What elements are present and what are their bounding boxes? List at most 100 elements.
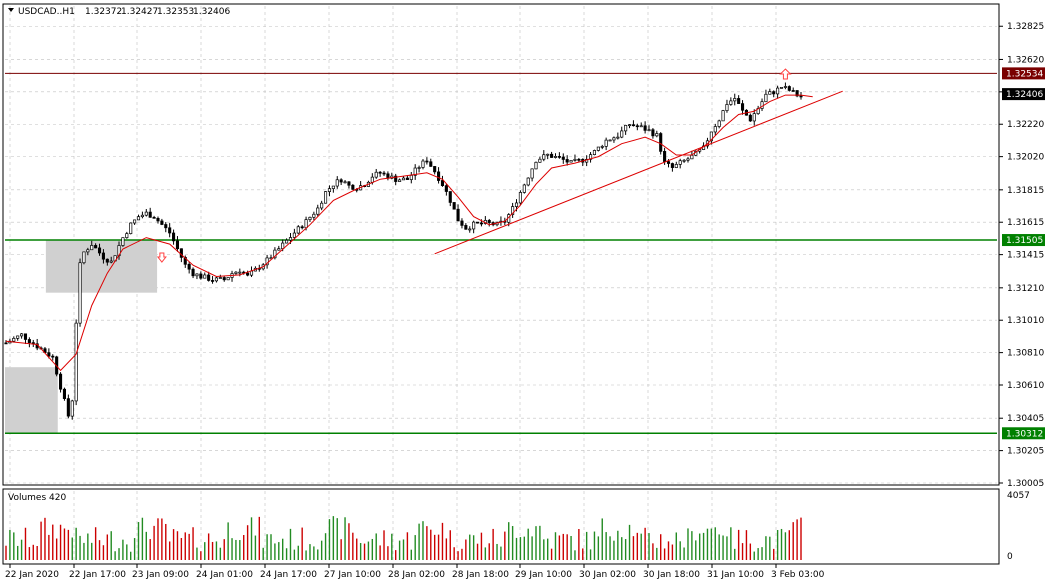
candle-body xyxy=(405,177,409,180)
y-tick-label: 1.32220 xyxy=(1007,120,1044,130)
x-tick-label: 24 Jan 17:00 xyxy=(260,570,317,580)
candle-body xyxy=(327,188,332,192)
candle-body xyxy=(413,167,417,176)
candle-body xyxy=(175,240,180,250)
candle-body xyxy=(90,245,94,251)
candle-body xyxy=(172,232,176,242)
candle-body xyxy=(343,181,347,184)
candle-body xyxy=(421,160,425,168)
candle-body xyxy=(659,133,663,152)
candle-body xyxy=(86,249,90,253)
candle-body xyxy=(156,217,160,222)
candle-body xyxy=(288,237,293,241)
candle-body xyxy=(265,257,269,266)
candle-body xyxy=(105,258,109,263)
candle-body xyxy=(277,248,281,251)
candle-body xyxy=(62,388,67,399)
candle-body xyxy=(144,211,148,216)
candle-body xyxy=(203,274,207,279)
low-value: 1.32353 xyxy=(157,7,194,17)
candle-body xyxy=(678,160,682,165)
candle-body xyxy=(160,220,164,225)
candle-body xyxy=(670,163,674,168)
candle-body xyxy=(378,171,382,174)
candle-body xyxy=(651,129,655,137)
candle-body xyxy=(207,274,211,281)
candle-body xyxy=(674,164,678,168)
y-tick-label: 1.31615 xyxy=(1007,218,1044,228)
y-tick-label: 1.30810 xyxy=(1007,349,1044,359)
candle-body xyxy=(561,156,565,160)
candle-body xyxy=(374,171,378,178)
y-tick-label: 1.30405 xyxy=(1007,414,1044,424)
main-plot-area[interactable] xyxy=(2,3,1000,486)
y-tick-label: 1.30205 xyxy=(1007,447,1044,457)
candle-body xyxy=(776,87,780,95)
y-tick-label: 1.31815 xyxy=(1007,186,1044,196)
candle-body xyxy=(557,156,561,158)
candle-body xyxy=(74,322,78,402)
candle-body xyxy=(401,177,406,181)
candle-body xyxy=(183,257,187,265)
candle-body xyxy=(764,93,768,103)
x-tick-label: 22 Jan 2020 xyxy=(5,570,59,580)
candle-body xyxy=(109,260,113,263)
candle-body xyxy=(589,154,593,160)
candle-body xyxy=(518,192,522,204)
candle-body xyxy=(799,95,803,98)
close-value: 1.32406 xyxy=(193,7,230,17)
candle-body xyxy=(620,130,624,138)
level-low-price-tag: 1.30312 xyxy=(1006,429,1043,439)
candle-body xyxy=(526,177,530,186)
candle-body xyxy=(331,185,335,189)
volume-scale-max: 4057 xyxy=(1007,491,1030,501)
candle-body xyxy=(737,98,741,104)
candle-body xyxy=(179,248,183,258)
y-tick-label: 1.31415 xyxy=(1007,251,1044,261)
candle-body xyxy=(573,158,577,161)
candle-body xyxy=(550,153,554,158)
candle-body xyxy=(382,172,386,175)
candle-body xyxy=(187,263,191,270)
candle-body xyxy=(713,126,717,133)
candle-body xyxy=(795,90,799,97)
candle-body xyxy=(748,114,752,122)
candle-body xyxy=(78,262,82,324)
candle-body xyxy=(596,146,600,151)
candle-body xyxy=(148,211,152,218)
x-tick-label: 27 Jan 10:00 xyxy=(324,570,381,580)
triangle-down-icon[interactable] xyxy=(8,8,14,12)
level-mid-price-tag-box xyxy=(1002,234,1045,247)
level-mid-price-tag: 1.31505 xyxy=(1006,236,1043,246)
candle-body xyxy=(546,153,550,156)
candle-body xyxy=(320,202,324,209)
candle-body xyxy=(522,184,526,193)
candle-body xyxy=(585,158,589,163)
candle-body xyxy=(16,335,20,339)
candle-body xyxy=(94,245,98,249)
candle-body xyxy=(647,129,651,132)
candle-body xyxy=(433,166,437,173)
y-tick-label: 1.32020 xyxy=(1007,153,1044,163)
candle-body xyxy=(768,91,772,95)
candle-body xyxy=(553,156,558,158)
y-tick-label: 1.31210 xyxy=(1007,284,1044,294)
x-tick-label: 29 Jan 10:00 xyxy=(515,570,572,580)
moving-average-path xyxy=(5,94,813,372)
x-tick-label: 24 Jan 01:00 xyxy=(196,570,253,580)
y-tick-label: 1.32825 xyxy=(1007,22,1044,32)
price-tags: 1.32534 1.32406 1.31505 1.30312 xyxy=(1002,67,1045,440)
candle-body xyxy=(612,137,616,141)
current-price-tag: 1.32406 xyxy=(1006,90,1043,100)
candle-body xyxy=(409,175,413,180)
candle-body xyxy=(59,373,63,390)
candle-body xyxy=(452,202,456,210)
candle-body xyxy=(729,100,733,105)
x-tick-label: 28 Jan 18:00 xyxy=(452,570,509,580)
candle-body xyxy=(655,133,659,137)
candle-body xyxy=(690,154,694,160)
price-zones xyxy=(5,240,158,434)
candle-body xyxy=(514,202,519,207)
candle-body xyxy=(472,221,476,230)
candle-body xyxy=(308,216,312,220)
